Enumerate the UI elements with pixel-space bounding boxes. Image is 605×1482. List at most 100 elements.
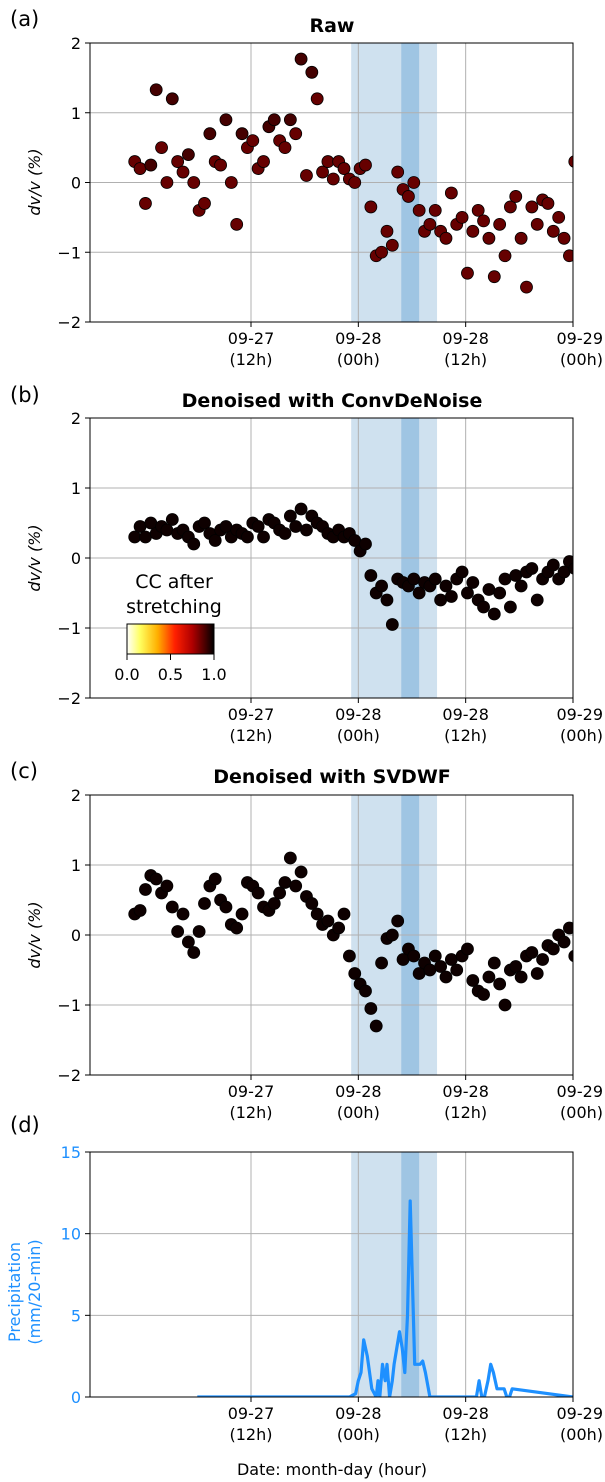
plot-area: [90, 43, 586, 322]
data-point: [386, 929, 398, 941]
y-tick-label: −1: [57, 243, 81, 262]
data-point: [349, 535, 361, 547]
data-point: [279, 877, 291, 889]
y-tick-label: 10: [61, 1225, 81, 1244]
data-point: [166, 901, 178, 913]
data-point: [177, 908, 189, 920]
data-point: [300, 170, 312, 182]
data-point: [413, 968, 425, 980]
data-point: [397, 954, 409, 966]
data-point: [547, 943, 559, 955]
data-point: [478, 989, 490, 1001]
data-point: [440, 971, 452, 983]
data-point: [376, 580, 388, 592]
data-point: [241, 531, 253, 543]
x-tick-label-hour: (00h): [560, 726, 603, 745]
data-point: [558, 232, 570, 244]
data-point: [413, 204, 425, 216]
data-point: [429, 573, 441, 585]
data-point: [327, 173, 339, 185]
panel-title: Denoised with SVDWF: [213, 766, 451, 788]
data-point: [461, 587, 473, 599]
y-tick-label: −1: [57, 996, 81, 1015]
data-point: [488, 957, 500, 969]
data-point: [499, 573, 511, 585]
panel-label: (b): [10, 383, 40, 407]
data-point: [139, 884, 151, 896]
data-point: [424, 218, 436, 230]
data-point: [268, 898, 280, 910]
data-point: [274, 887, 286, 899]
data-point: [252, 521, 264, 533]
data-point: [563, 922, 575, 934]
x-tick-label-date: 09-28: [335, 1404, 382, 1423]
x-tick-label-date: 09-29: [557, 329, 604, 348]
data-point: [461, 943, 473, 955]
x-tick-label-hour: (12h): [444, 1103, 487, 1122]
data-point: [381, 225, 393, 237]
data-point: [215, 159, 227, 171]
data-point: [456, 566, 468, 578]
data-point: [408, 573, 420, 585]
data-point: [574, 964, 586, 976]
data-point: [402, 190, 414, 202]
data-point: [300, 524, 312, 536]
data-point: [129, 531, 141, 543]
data-point: [467, 225, 479, 237]
y-tick-label: 5: [71, 1306, 81, 1325]
data-point: [161, 177, 173, 189]
colorbar-label-line1: CC after: [135, 571, 213, 593]
data-point: [440, 580, 452, 592]
data-point: [193, 926, 205, 938]
panel-convdenoise: (b) Denoised with ConvDeNoise dv/v (%) 2…: [10, 383, 603, 745]
data-point: [198, 197, 210, 209]
data-point: [236, 908, 248, 920]
data-point: [172, 926, 184, 938]
data-point: [134, 905, 146, 917]
panel-precipitation: (d) Precipitation (mm/20-min) Date: mont…: [5, 1113, 603, 1479]
data-point: [413, 587, 425, 599]
x-tick-label-date: 09-29: [557, 705, 604, 724]
x-tick-label-hour: (12h): [230, 350, 273, 369]
y-tick-label: 0: [71, 174, 81, 193]
data-point: [359, 538, 371, 550]
data-point: [478, 215, 490, 227]
x-tick-label-date: 09-27: [228, 329, 275, 348]
colorbar-tick-label: 0.5: [158, 665, 183, 684]
data-point: [150, 84, 162, 96]
y-tick-label: −2: [57, 313, 81, 332]
data-point: [515, 232, 527, 244]
y-tick-label: 1: [71, 104, 81, 123]
y-tick-label: −2: [57, 689, 81, 708]
data-point: [547, 225, 559, 237]
data-point: [499, 250, 511, 262]
data-point: [499, 999, 511, 1011]
colorbar: CC after stretching 0.0 0.5 1.0: [114, 571, 226, 684]
y-tick-label: 15: [61, 1143, 81, 1162]
data-point: [461, 267, 473, 279]
data-point: [386, 239, 398, 251]
data-point: [494, 587, 506, 599]
data-point: [510, 570, 522, 582]
data-point: [526, 201, 538, 213]
y-tick-label: −2: [57, 1066, 81, 1085]
y-axis-label: dv/v (%): [25, 524, 44, 591]
colorbar-tick-label: 0.0: [114, 665, 139, 684]
data-point: [408, 950, 420, 962]
data-point: [526, 563, 538, 575]
data-point: [134, 163, 146, 175]
data-point: [445, 954, 457, 966]
data-point: [429, 950, 441, 962]
data-point: [204, 128, 216, 140]
data-point: [445, 591, 457, 603]
x-tick-label-date: 09-28: [442, 329, 489, 348]
data-point: [220, 114, 232, 126]
data-point: [284, 852, 296, 864]
data-point: [370, 1020, 382, 1032]
data-point: [231, 922, 243, 934]
data-point: [429, 204, 441, 216]
x-tick-label-hour: (00h): [560, 1425, 603, 1444]
data-point: [161, 880, 173, 892]
data-point: [563, 250, 575, 262]
data-point: [478, 601, 490, 613]
